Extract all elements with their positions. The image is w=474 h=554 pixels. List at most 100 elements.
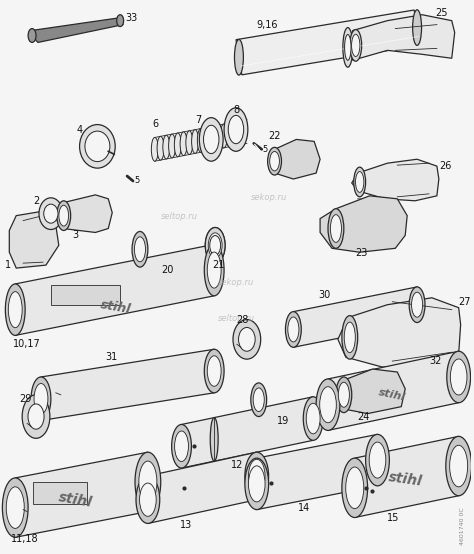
- Ellipse shape: [336, 377, 352, 413]
- Ellipse shape: [136, 476, 160, 524]
- Ellipse shape: [411, 293, 423, 317]
- Polygon shape: [320, 196, 407, 252]
- Polygon shape: [31, 18, 123, 43]
- Ellipse shape: [342, 316, 358, 359]
- Ellipse shape: [285, 312, 301, 347]
- Text: 6: 6: [153, 119, 159, 129]
- Ellipse shape: [350, 29, 362, 61]
- Polygon shape: [9, 211, 59, 268]
- Ellipse shape: [245, 458, 269, 510]
- Ellipse shape: [180, 132, 187, 156]
- Polygon shape: [15, 452, 148, 537]
- Ellipse shape: [191, 130, 199, 153]
- Text: 5: 5: [263, 145, 268, 154]
- Ellipse shape: [204, 244, 224, 296]
- Ellipse shape: [220, 124, 228, 148]
- Ellipse shape: [233, 320, 261, 359]
- Ellipse shape: [248, 459, 265, 493]
- Text: 8: 8: [233, 105, 239, 115]
- Polygon shape: [56, 195, 112, 233]
- Ellipse shape: [135, 452, 161, 511]
- Ellipse shape: [2, 478, 28, 537]
- Ellipse shape: [342, 458, 368, 517]
- Ellipse shape: [208, 233, 222, 258]
- Ellipse shape: [447, 351, 471, 403]
- Ellipse shape: [450, 445, 468, 487]
- Ellipse shape: [306, 403, 320, 434]
- Text: 22: 22: [269, 131, 281, 141]
- Text: 13: 13: [180, 520, 192, 530]
- Ellipse shape: [226, 123, 233, 147]
- Ellipse shape: [151, 137, 158, 161]
- Text: stihl: stihl: [57, 490, 94, 510]
- Ellipse shape: [210, 235, 220, 255]
- Ellipse shape: [31, 377, 51, 420]
- Ellipse shape: [268, 147, 282, 175]
- Polygon shape: [257, 434, 377, 510]
- Ellipse shape: [186, 131, 193, 155]
- Ellipse shape: [253, 388, 264, 412]
- Ellipse shape: [22, 395, 50, 438]
- Text: 21: 21: [212, 260, 225, 270]
- Ellipse shape: [344, 322, 356, 352]
- Text: 15: 15: [387, 512, 400, 522]
- Text: stihl: stihl: [378, 387, 407, 403]
- Ellipse shape: [157, 136, 164, 160]
- Ellipse shape: [224, 107, 248, 151]
- Ellipse shape: [28, 29, 36, 43]
- Ellipse shape: [215, 125, 221, 149]
- Polygon shape: [293, 287, 417, 347]
- Polygon shape: [338, 298, 461, 367]
- Ellipse shape: [343, 28, 353, 67]
- Polygon shape: [236, 10, 420, 75]
- Text: 12: 12: [231, 460, 243, 470]
- Ellipse shape: [235, 39, 243, 75]
- Text: 23: 23: [356, 248, 368, 258]
- Text: 24: 24: [358, 412, 370, 422]
- Ellipse shape: [132, 232, 148, 267]
- Ellipse shape: [205, 228, 225, 263]
- Ellipse shape: [207, 356, 221, 386]
- Polygon shape: [15, 244, 214, 335]
- Ellipse shape: [6, 487, 24, 529]
- Ellipse shape: [409, 287, 425, 322]
- Ellipse shape: [39, 198, 63, 229]
- Text: 3: 3: [73, 230, 79, 240]
- Ellipse shape: [9, 291, 22, 327]
- Ellipse shape: [203, 125, 219, 153]
- Text: 27: 27: [459, 297, 471, 307]
- Ellipse shape: [450, 359, 467, 395]
- Polygon shape: [182, 397, 313, 468]
- Ellipse shape: [59, 205, 69, 226]
- Ellipse shape: [345, 34, 351, 60]
- Ellipse shape: [251, 383, 267, 417]
- Ellipse shape: [356, 172, 364, 192]
- Ellipse shape: [117, 15, 124, 27]
- Text: 2: 2: [33, 196, 39, 206]
- Text: 29: 29: [19, 394, 32, 404]
- Ellipse shape: [197, 129, 204, 152]
- Ellipse shape: [200, 117, 223, 161]
- Text: 7: 7: [195, 115, 201, 125]
- Ellipse shape: [210, 418, 218, 461]
- Text: stihl: stihl: [99, 299, 132, 317]
- Text: 33: 33: [125, 13, 137, 23]
- Ellipse shape: [238, 327, 255, 351]
- Text: 32: 32: [429, 356, 441, 366]
- Ellipse shape: [204, 349, 224, 393]
- Text: sekop.ru: sekop.ru: [251, 193, 287, 202]
- Text: 9,16: 9,16: [257, 19, 278, 29]
- Ellipse shape: [232, 122, 239, 146]
- Text: seltop.ru: seltop.ru: [161, 212, 198, 221]
- Ellipse shape: [135, 237, 146, 261]
- Ellipse shape: [57, 201, 71, 230]
- Polygon shape: [355, 437, 459, 517]
- Ellipse shape: [163, 135, 170, 159]
- Ellipse shape: [139, 461, 157, 502]
- Ellipse shape: [34, 383, 48, 414]
- Ellipse shape: [346, 467, 364, 509]
- Polygon shape: [148, 452, 257, 524]
- Ellipse shape: [354, 167, 365, 197]
- Polygon shape: [352, 159, 439, 201]
- Text: sekop.ru: sekop.ru: [218, 278, 254, 287]
